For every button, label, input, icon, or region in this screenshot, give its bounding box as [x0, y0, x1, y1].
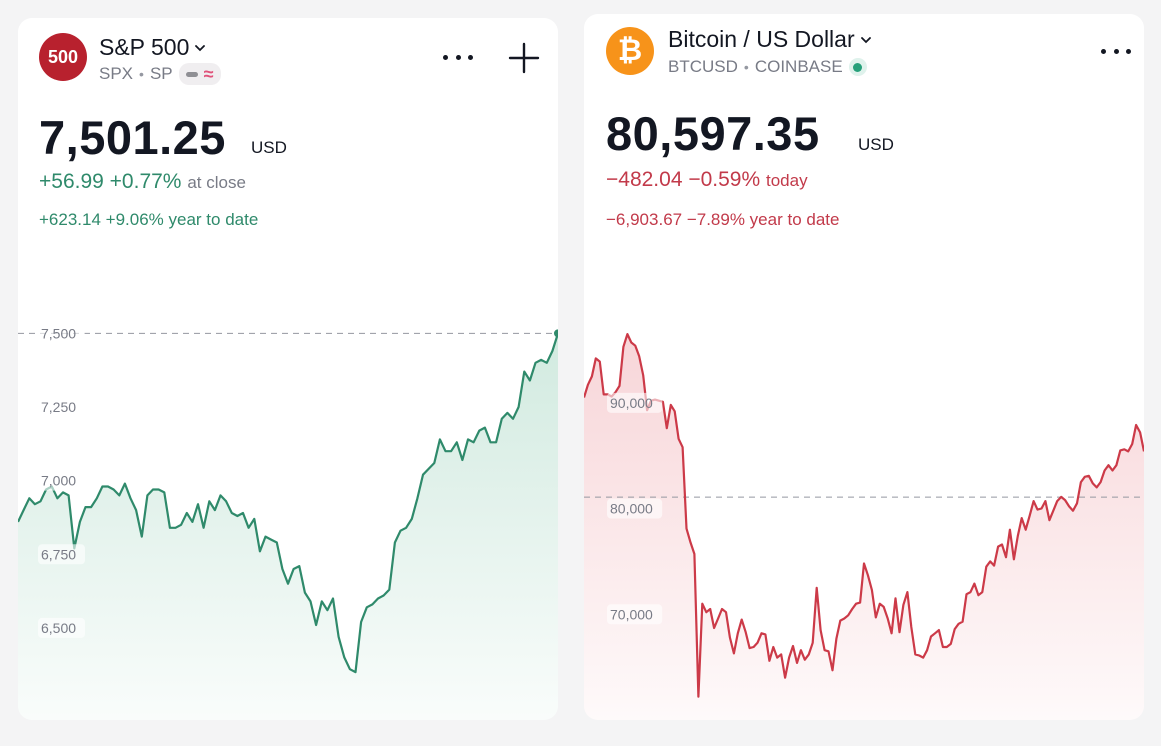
spx-ytick-bg	[38, 617, 85, 638]
change-value: +56.99	[39, 170, 104, 193]
more-icon-dot	[1113, 48, 1119, 54]
more-button[interactable]	[443, 52, 473, 62]
spx-last-point	[554, 329, 558, 338]
closed-dash-icon	[185, 71, 198, 77]
spx-ytick-label: 7,250	[41, 399, 76, 415]
spx-logo: 500	[39, 33, 87, 81]
spx-ytick-label: 6,500	[41, 620, 76, 636]
more-icon-dot	[1126, 48, 1131, 54]
price-change: −482.04 −0.59% today	[606, 168, 808, 192]
spx-ytick-bg	[38, 323, 85, 344]
symbol-name-button[interactable]: Bitcoin / US Dollar	[668, 26, 871, 53]
btc-ytick-label: 70,000	[610, 606, 653, 622]
chevron-down-icon	[195, 44, 206, 51]
spx-series-line[interactable]	[18, 332, 558, 674]
symbol-subtitle: BTCUSD • COINBASE	[668, 57, 867, 77]
btc-chart: 90,000 80,000 70,000	[584, 333, 1144, 720]
more-icon	[1101, 48, 1106, 54]
exchange: COINBASE	[754, 57, 843, 76]
more-icon-dot	[468, 54, 473, 60]
btc-ytick-label: 80,000	[610, 501, 653, 517]
currency: USD	[858, 135, 894, 154]
spx-ytick-bg	[38, 544, 85, 565]
btc-card[interactable]: 90,000 80,000 70,000 ₿ Bitcoin / US Dollar…	[584, 14, 1144, 720]
spx-ytick-bg	[38, 470, 85, 491]
more-icon-dot	[455, 54, 461, 60]
btc-area-fill	[584, 334, 1144, 720]
currency: USD	[251, 138, 287, 157]
more-button[interactable]	[1101, 46, 1131, 56]
spx-chart: 7,500 7,250 7,000 6,750 6,500	[18, 323, 558, 720]
btc-series-line[interactable]	[584, 333, 1144, 698]
btc-ytick-bg	[607, 604, 663, 625]
separator-dot: •	[139, 66, 144, 82]
symbol-name-button[interactable]: S&P 500	[99, 34, 206, 61]
wave-icon: ≈	[203, 64, 214, 84]
market-status-pill[interactable]: ≈	[178, 63, 221, 85]
btc-ytick-bg	[607, 498, 663, 519]
bitcoin-logo-icon: ₿	[606, 27, 654, 75]
change-value: −482.04	[606, 168, 683, 191]
change-note: at close	[187, 173, 246, 192]
ticker: BTCUSD	[668, 57, 738, 76]
spx-logo-text: 500	[47, 46, 79, 67]
btc-ytick-label: 90,000	[610, 395, 653, 411]
price-change: +56.99 +0.77% at close	[39, 170, 246, 194]
last-price: 7,501.25	[39, 111, 226, 164]
exchange: SP	[149, 64, 173, 83]
spx-card[interactable]: 7,500 7,250 7,000 6,750 6,500 500 S&P 500 SP…	[18, 18, 558, 720]
spx-ytick-label: 6,750	[41, 546, 76, 562]
change-note: today	[766, 171, 808, 190]
symbol-name: S&P 500	[99, 34, 190, 60]
symbol-subtitle: SPX • SP ≈	[99, 63, 221, 85]
ticker: SPX	[99, 64, 134, 83]
spx-ytick-bg	[38, 396, 85, 417]
separator-dot: •	[743, 59, 749, 75]
live-dot-icon[interactable]	[848, 58, 867, 76]
add-icon[interactable]	[508, 42, 540, 74]
btc-ytick-bg	[607, 392, 663, 413]
chevron-down-icon	[860, 36, 871, 43]
spx-ytick-label: 7,000	[41, 473, 76, 489]
symbol-name: Bitcoin / US Dollar	[668, 26, 855, 52]
spx-area-fill	[18, 333, 558, 720]
btc-logo-text: ₿	[617, 34, 643, 67]
change-percent: +0.77%	[109, 170, 182, 193]
ytd-change: −6,903.67 −7.89% year to date	[606, 210, 840, 229]
spx-ytick-label: 7,500	[41, 325, 76, 341]
last-price: 80,597.35	[606, 107, 820, 160]
more-icon	[443, 54, 448, 60]
ytd-change: +623.14 +9.06% year to date	[39, 210, 259, 229]
change-percent: −0.59%	[688, 168, 761, 191]
